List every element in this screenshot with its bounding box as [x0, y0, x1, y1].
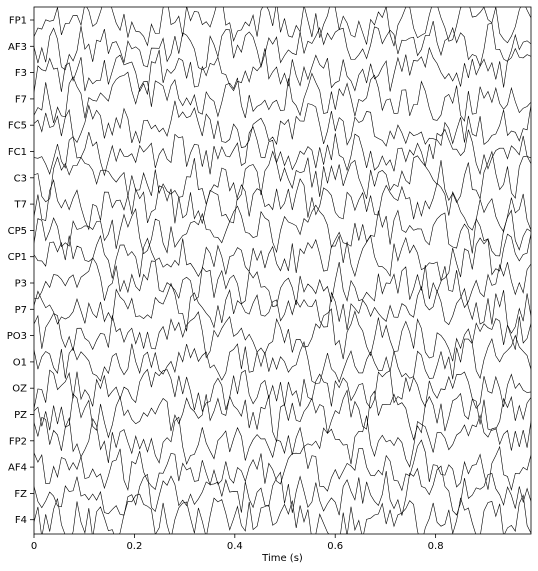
trace-fz: [34, 465, 531, 516]
trace-t7: [34, 178, 531, 233]
x-axis: 0 0.2 0.4 0.6 0.8: [31, 534, 444, 552]
trace-oz: [34, 368, 531, 413]
x-tick-label-3: 0.6: [327, 541, 343, 552]
trace-f4: [34, 493, 531, 534]
trace-fp1: [34, 7, 531, 47]
channel-label-t7: T7: [14, 200, 27, 211]
trace-p7: [34, 282, 531, 334]
channel-label-fz: FZ: [14, 489, 27, 500]
trace-fc1: [34, 126, 531, 177]
trace-pz: [34, 389, 531, 442]
channel-label-af3: AF3: [8, 42, 27, 53]
channel-label-o1: O1: [13, 357, 27, 368]
channel-label-cp5: CP5: [8, 226, 27, 237]
trace-c3: [34, 150, 531, 206]
x-tick-label-1: 0.2: [126, 541, 142, 552]
trace-fp2: [34, 414, 531, 468]
x-tick-label-4: 0.8: [428, 541, 444, 552]
channel-label-oz: OZ: [12, 384, 27, 395]
y-axis: FP1 AF3 F3 F7 FC5 FC1 C3 T7 CP5 CP1 P3 P7 PO3 O1 OZ PZ F…: [7, 16, 34, 526]
traces-group: [34, 7, 531, 534]
trace-af3: [34, 21, 531, 71]
trace-f3: [34, 46, 531, 95]
channel-label-af4: AF4: [8, 463, 27, 474]
channel-label-pz: PZ: [14, 410, 27, 421]
channel-label-fc5: FC5: [8, 121, 27, 132]
channel-label-cp1: CP1: [8, 252, 27, 263]
trace-o1: [34, 334, 531, 384]
trace-cp1: [34, 233, 531, 282]
channel-label-p3: P3: [15, 279, 27, 290]
x-axis-label: Time (s): [261, 553, 303, 564]
trace-po3: [34, 308, 531, 362]
x-tick-label-0: 0: [31, 541, 37, 552]
trace-f7: [34, 71, 531, 124]
trace-af4: [34, 439, 531, 492]
channel-label-fp2: FP2: [9, 436, 27, 447]
plot-frame: [33, 6, 532, 535]
channel-label-c3: C3: [14, 173, 27, 184]
trace-cp5: [34, 204, 531, 257]
trace-fc5: [34, 100, 531, 148]
channel-label-po3: PO3: [7, 331, 27, 342]
channel-label-fc1: FC1: [8, 147, 27, 158]
channel-label-p7: P7: [15, 305, 27, 316]
trace-p3: [34, 257, 531, 309]
channel-label-f3: F3: [15, 68, 27, 79]
channel-label-f7: F7: [15, 94, 27, 105]
channel-label-f4: F4: [15, 515, 27, 526]
channel-label-fp1: FP1: [9, 16, 27, 27]
x-tick-label-2: 0.4: [227, 541, 243, 552]
